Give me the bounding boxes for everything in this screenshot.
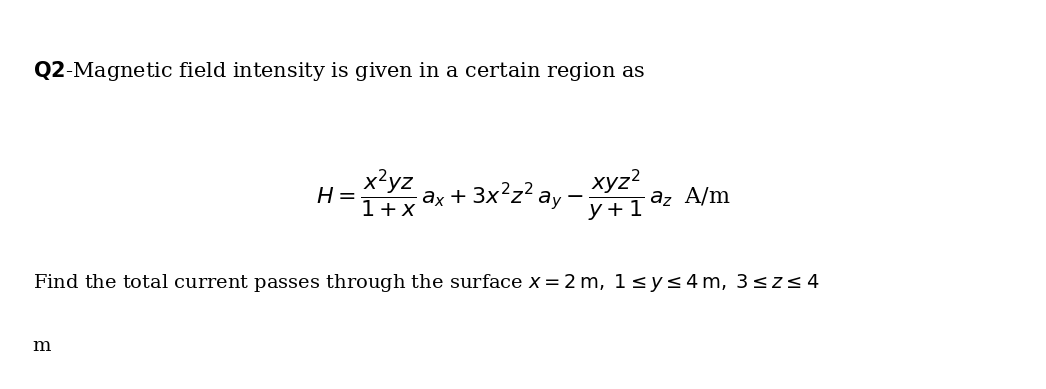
Text: $H = \dfrac{x^2 yz}{1+x}\,a_x + 3x^2z^2\,a_y - \dfrac{xyz^2}{y+1}\,a_z\;$ A/m: $H = \dfrac{x^2 yz}{1+x}\,a_x + 3x^2z^2\… [316,167,730,224]
Text: Find the total current passes through the surface $x = 2\,\mathrm{m},\;1 \leq y : Find the total current passes through th… [32,272,819,294]
Text: $\mathbf{Q2}$-Magnetic field intensity is given in a certain region as: $\mathbf{Q2}$-Magnetic field intensity i… [32,59,645,83]
Text: m: m [32,337,51,356]
